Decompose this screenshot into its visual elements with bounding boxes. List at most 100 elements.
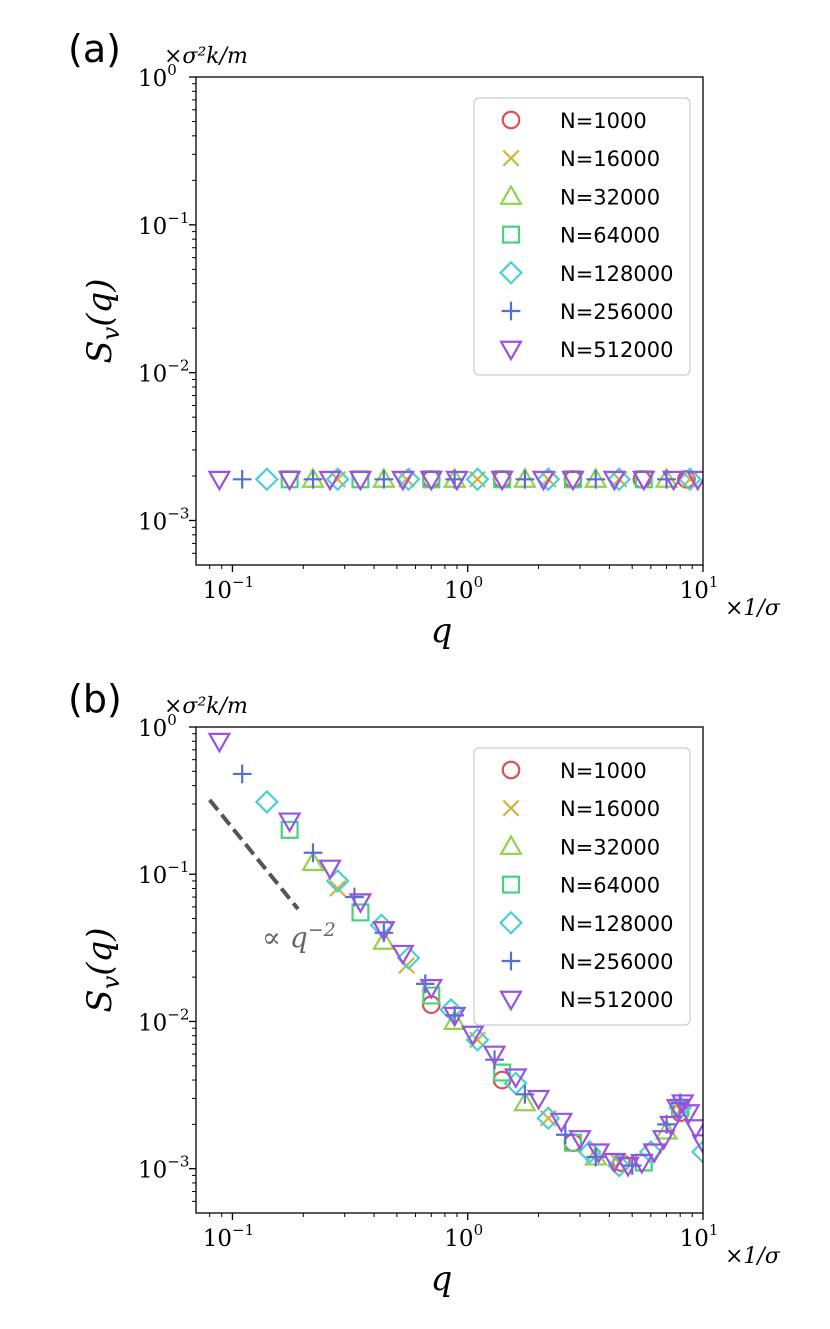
- data-point: [602, 470, 627, 492]
- legend-marker: [499, 990, 523, 1012]
- data-point: [254, 467, 279, 492]
- legend-entry: N=32000: [560, 835, 660, 859]
- legend-entry: N=1000: [560, 759, 647, 783]
- y-tick-label: 100: [138, 61, 177, 92]
- legend-marker: [499, 834, 523, 855]
- data-point: [374, 469, 394, 489]
- legend-marker: [502, 149, 520, 167]
- legend-marker: [501, 951, 521, 971]
- series-n-256000: [232, 469, 676, 489]
- data-point: [536, 467, 561, 492]
- data-point: [642, 1143, 666, 1165]
- legend-marker: [501, 225, 521, 244]
- data-point: [422, 986, 441, 1005]
- y-tick-label: 10−2: [138, 1005, 189, 1036]
- x-unit-label: ×1/σ: [725, 596, 781, 621]
- legend: N=1000 N=16000 N=32000 N=64000 N=128000 N=256…: [473, 97, 691, 376]
- panel-label: (b): [68, 677, 122, 721]
- data-point: [631, 470, 656, 492]
- data-point: [460, 1025, 485, 1047]
- legend-box: [473, 97, 691, 376]
- minor-ticks: [192, 83, 693, 569]
- data-point: [419, 979, 444, 1000]
- data-point: [372, 921, 396, 942]
- data-point: [665, 1099, 690, 1120]
- panel-b: (b) 10−1 100 101 10−3 10−2 10−1 100 q Sv(q) ×σ²k/m…: [68, 677, 781, 1299]
- data-point: [676, 1104, 701, 1125]
- y-tick-label: 100: [138, 711, 177, 742]
- data-point: [280, 820, 299, 839]
- legend-entry: N=64000: [560, 874, 660, 898]
- data-point: [391, 944, 415, 966]
- data-point: [207, 732, 232, 754]
- data-point: [391, 470, 415, 492]
- legend-entry: N=256000: [560, 300, 673, 324]
- data-point: [568, 1130, 592, 1151]
- series-n-128000: [254, 467, 702, 492]
- data-point: [677, 467, 702, 492]
- legend-entry: N=256000: [560, 950, 673, 974]
- y-tick-label: 10−1: [138, 858, 189, 889]
- data-point: [616, 1157, 640, 1178]
- data-point: [657, 469, 676, 489]
- data-point: [651, 1130, 676, 1151]
- data-point: [232, 764, 252, 784]
- data-point: [661, 470, 686, 492]
- data-point: [277, 812, 302, 834]
- legend-entry: N=128000: [560, 262, 673, 286]
- plot-frame: [195, 726, 704, 1214]
- x-axis-label: q: [431, 611, 453, 651]
- data-point: [445, 470, 469, 492]
- data-point: [348, 893, 373, 914]
- data-point: [465, 1027, 490, 1052]
- data-point: [490, 470, 514, 492]
- y-axis-label: Sv(q): [80, 278, 125, 363]
- data-point: [549, 1112, 574, 1134]
- x-tick-label: 101: [680, 573, 719, 604]
- data-point: [607, 1153, 632, 1178]
- data-point: [607, 467, 632, 492]
- data-point: [493, 1063, 512, 1082]
- x-tick-label: 10−1: [203, 573, 254, 604]
- legend-marker: [501, 760, 521, 780]
- data-point: [325, 467, 350, 492]
- legend-marker: [502, 799, 520, 817]
- legend-marker: [501, 301, 521, 321]
- legend-entry: N=512000: [560, 338, 673, 362]
- y-axis-label: Sv(q): [80, 927, 125, 1012]
- data-point: [513, 1090, 537, 1112]
- panel-a: (a) 10−1 100 101 10−3 10−2 10−1 100 q Sv(q) ×σ²k/m…: [68, 27, 781, 651]
- x-tick-label: 101: [680, 1221, 719, 1252]
- data-point: [602, 1152, 627, 1174]
- data-point: [396, 945, 421, 970]
- legend-marker: [501, 110, 521, 130]
- legend-marker: [499, 340, 523, 362]
- series-n-512000: [207, 732, 703, 1178]
- data-point: [318, 470, 342, 492]
- data-point: [531, 470, 556, 492]
- data-point: [303, 843, 323, 863]
- y-tick-label: 10−3: [138, 1153, 189, 1184]
- data-point: [415, 974, 435, 994]
- data-point: [638, 1139, 663, 1164]
- legend-entry: N=128000: [560, 912, 673, 936]
- legend-entry: N=16000: [560, 147, 660, 171]
- data-point: [691, 1134, 703, 1155]
- data-point: [659, 1115, 683, 1137]
- plot-area: [207, 732, 703, 1178]
- y-unit-label: ×σ²k/m: [164, 44, 248, 69]
- data-point: [372, 929, 396, 950]
- legend-marker: [498, 910, 524, 935]
- data-point: [465, 467, 490, 492]
- data-point: [348, 470, 373, 492]
- legend: N=1000 N=16000 N=32000 N=64000 N=128000 N=256…: [473, 747, 691, 1026]
- x-unit-label: ×1/σ: [725, 1244, 781, 1269]
- x-tick-label: 10−1: [203, 1221, 254, 1252]
- legend-entry: N=512000: [560, 988, 673, 1012]
- data-point: [351, 903, 370, 922]
- legend-entry: N=16000: [560, 797, 660, 821]
- data-point: [690, 1139, 703, 1164]
- data-point: [683, 1119, 703, 1140]
- y-unit-label: ×σ²k/m: [164, 694, 248, 719]
